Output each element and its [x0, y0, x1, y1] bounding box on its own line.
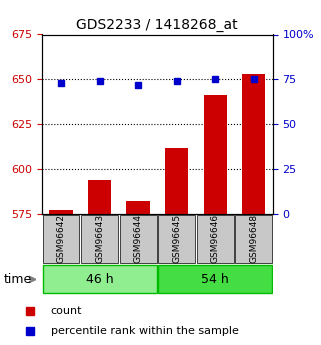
- FancyBboxPatch shape: [196, 215, 234, 263]
- Text: GSM96646: GSM96646: [211, 214, 220, 264]
- Bar: [126, 201, 150, 214]
- FancyBboxPatch shape: [158, 266, 272, 293]
- Text: time: time: [3, 273, 31, 286]
- Text: count: count: [51, 306, 82, 315]
- Bar: [204, 96, 227, 214]
- FancyBboxPatch shape: [119, 215, 157, 263]
- Bar: [165, 148, 188, 214]
- FancyBboxPatch shape: [158, 215, 195, 263]
- Text: GSM96643: GSM96643: [95, 214, 104, 264]
- Title: GDS2233 / 1418268_at: GDS2233 / 1418268_at: [76, 18, 238, 32]
- FancyBboxPatch shape: [235, 215, 272, 263]
- Bar: [242, 74, 265, 214]
- Text: GSM96642: GSM96642: [56, 214, 65, 264]
- Text: GSM96648: GSM96648: [249, 214, 258, 264]
- Text: GSM96644: GSM96644: [134, 214, 143, 264]
- FancyBboxPatch shape: [42, 215, 80, 263]
- Text: 46 h: 46 h: [86, 273, 113, 286]
- Text: 54 h: 54 h: [201, 273, 229, 286]
- Bar: [49, 210, 73, 214]
- Text: percentile rank within the sample: percentile rank within the sample: [51, 326, 239, 336]
- Text: GSM96645: GSM96645: [172, 214, 181, 264]
- FancyBboxPatch shape: [42, 266, 157, 293]
- Bar: [88, 180, 111, 214]
- FancyBboxPatch shape: [81, 215, 118, 263]
